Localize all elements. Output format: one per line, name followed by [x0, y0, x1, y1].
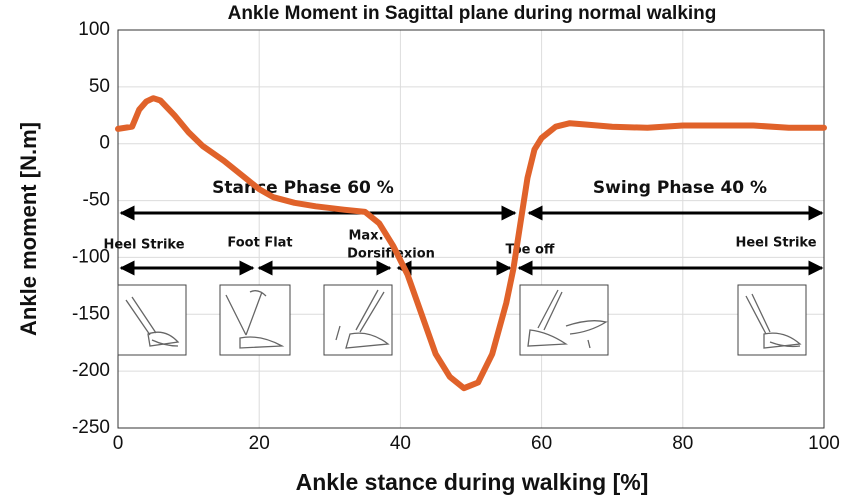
- y-tick-label: -250: [72, 417, 110, 438]
- y-tick-label: 100: [78, 19, 110, 40]
- annotation: Max.: [348, 229, 383, 244]
- annotation: Swing Phase 40 %: [593, 178, 767, 198]
- phase-arrows: [119, 205, 824, 276]
- annotation: Heel Strike: [735, 236, 816, 251]
- data-layer: [115, 95, 827, 392]
- x-tick-label: 100: [808, 433, 840, 454]
- annotation: Foot Flat: [227, 236, 292, 251]
- foot-sketch: [117, 284, 807, 356]
- y-tick-label: -150: [72, 303, 110, 324]
- x-tick-label: 60: [531, 433, 552, 454]
- chart-title: Ankle Moment in Sagittal plane during no…: [228, 3, 717, 24]
- annotation: Stance Phase 60 %: [212, 178, 394, 198]
- x-tick-label: 40: [390, 433, 411, 454]
- y-axis-label: Ankle moment [N.m]: [16, 122, 41, 336]
- y-tick-label: 50: [89, 76, 110, 97]
- x-tick-label: 20: [249, 433, 270, 454]
- y-tick-label: -50: [83, 190, 110, 211]
- x-tick-label: 80: [672, 433, 693, 454]
- x-axis-label: Ankle stance during walking [%]: [296, 469, 649, 495]
- annotation: Heel Strike: [103, 238, 184, 253]
- data-line: [115, 95, 827, 392]
- y-tick-label: 0: [99, 133, 110, 154]
- plot-frame: [117, 29, 825, 429]
- y-tick-label: -200: [72, 360, 110, 381]
- annotation: Dorsiflexion: [347, 247, 435, 262]
- x-tick-label: 0: [113, 433, 124, 454]
- grid: [117, 29, 825, 429]
- y-tick-label: -100: [72, 246, 110, 267]
